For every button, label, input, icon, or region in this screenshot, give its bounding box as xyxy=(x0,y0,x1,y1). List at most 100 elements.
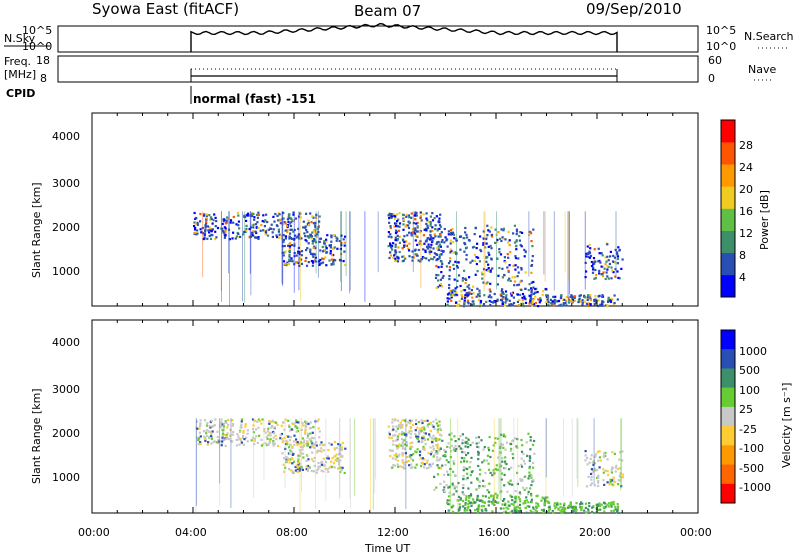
range-gate-cell xyxy=(455,265,459,268)
range-gate-cell xyxy=(394,243,397,246)
range-gate-cell xyxy=(336,247,339,250)
range-gate-cell xyxy=(531,259,534,262)
range-gate-cell xyxy=(488,230,491,233)
range-gate-cell xyxy=(296,470,299,474)
range-gate-cell xyxy=(469,501,472,504)
range-gate-cell xyxy=(330,240,333,243)
range-gate-cell xyxy=(436,443,439,446)
range-gate-cell xyxy=(281,452,284,455)
range-gate-cell xyxy=(452,241,455,244)
range-gate-cell xyxy=(516,293,520,296)
range-gate-cell xyxy=(318,465,322,468)
range-gate-cell xyxy=(593,456,596,459)
range-gate-cell xyxy=(406,234,409,237)
range-gate-cell xyxy=(223,218,226,221)
range-gate-cell xyxy=(548,508,551,511)
range-gate-cell xyxy=(409,447,412,451)
power-cb-tick-16: 16 xyxy=(739,205,753,218)
velocity-cb-band xyxy=(721,406,735,427)
range-gate-cell xyxy=(526,505,529,508)
range-gate-cell xyxy=(503,256,506,259)
range-gate-cell xyxy=(518,239,521,242)
range-gate-cell xyxy=(330,258,333,261)
range-gate-cell xyxy=(422,435,425,438)
range-gate-cell xyxy=(410,216,413,219)
range-gate-cell xyxy=(401,441,404,445)
range-gate-cell xyxy=(393,254,396,257)
range-gate-cell xyxy=(426,438,430,441)
range-gate-cell xyxy=(394,257,397,260)
range-gate-cell xyxy=(221,227,224,230)
range-gate-cell xyxy=(301,468,304,471)
xtick-16: 16:00 xyxy=(478,526,510,539)
range-gate-cell xyxy=(295,464,298,467)
range-gate-cell xyxy=(276,423,279,426)
range-gate-cell xyxy=(309,438,312,441)
range-gate-cell xyxy=(410,419,413,422)
range-gate-cell xyxy=(620,267,623,270)
range-gate-cell xyxy=(341,455,344,458)
range-gate-cell xyxy=(320,441,323,444)
range-gate-cell xyxy=(500,228,503,231)
range-gate-cell xyxy=(464,467,467,470)
range-gate-cell xyxy=(288,260,291,263)
range-gate-cell xyxy=(436,253,439,256)
range-gate-cell xyxy=(422,248,425,251)
range-gate-cell xyxy=(439,427,442,430)
range-gate-cell xyxy=(311,231,314,234)
range-gate-cell xyxy=(224,222,227,225)
range-gate-cell xyxy=(612,503,615,506)
range-gate-cell xyxy=(529,509,532,512)
range-gate-cell xyxy=(240,418,244,421)
range-gate-cell xyxy=(555,299,558,302)
range-gate-cell xyxy=(309,446,312,449)
range-gate-cell xyxy=(533,452,536,455)
range-gate-cell xyxy=(452,251,455,254)
range-gate-cell xyxy=(289,452,292,455)
range-gate-cell xyxy=(485,282,488,285)
range-gate-cell xyxy=(418,454,422,457)
range-gate-cell xyxy=(593,262,596,265)
range-gate-cell xyxy=(530,290,533,293)
range-gate-cell xyxy=(487,229,490,232)
range-gate-cell xyxy=(529,448,532,451)
range-gate-cell xyxy=(528,294,531,297)
range-gate-cell xyxy=(314,253,317,256)
range-gate-cell xyxy=(246,212,250,215)
range-gate-cell xyxy=(454,290,457,293)
range-gate-cell xyxy=(423,438,426,441)
range-gate-cell xyxy=(462,466,465,469)
range-gate-cell xyxy=(607,473,610,477)
range-gate-cell xyxy=(206,225,209,228)
range-gate-cell xyxy=(210,217,213,221)
range-gate-cell xyxy=(272,439,275,443)
range-gate-cell xyxy=(242,443,245,446)
range-gate-cell xyxy=(456,286,459,289)
range-gate-cell xyxy=(496,494,499,497)
range-gate-cell xyxy=(597,476,600,479)
range-gate-cell xyxy=(292,452,295,456)
range-gate-cell xyxy=(588,243,591,246)
range-gate-cell xyxy=(307,236,311,239)
range-gate-cell xyxy=(260,422,263,425)
range-gate-cell xyxy=(501,443,504,446)
range-gate-cell xyxy=(284,235,288,238)
range-gate-cell xyxy=(453,237,456,240)
range-gate-cell xyxy=(252,223,255,226)
range-gate-cell xyxy=(602,455,605,458)
range-gate-cell xyxy=(463,493,466,496)
range-gate-cell xyxy=(450,299,453,302)
range-gate-cell xyxy=(399,425,402,428)
time-axis xyxy=(91,113,699,513)
range-gate-cell xyxy=(398,453,401,456)
range-gate-cell xyxy=(208,430,211,433)
range-gate-cell xyxy=(597,474,600,477)
range-gate-cell xyxy=(467,487,470,490)
range-gate-cell xyxy=(425,245,429,248)
range-gate-cell xyxy=(618,467,622,470)
range-gate-cell xyxy=(580,506,583,509)
range-gate-cell xyxy=(405,424,408,427)
range-gate-cell xyxy=(456,279,459,282)
range-gate-cell xyxy=(205,429,208,432)
